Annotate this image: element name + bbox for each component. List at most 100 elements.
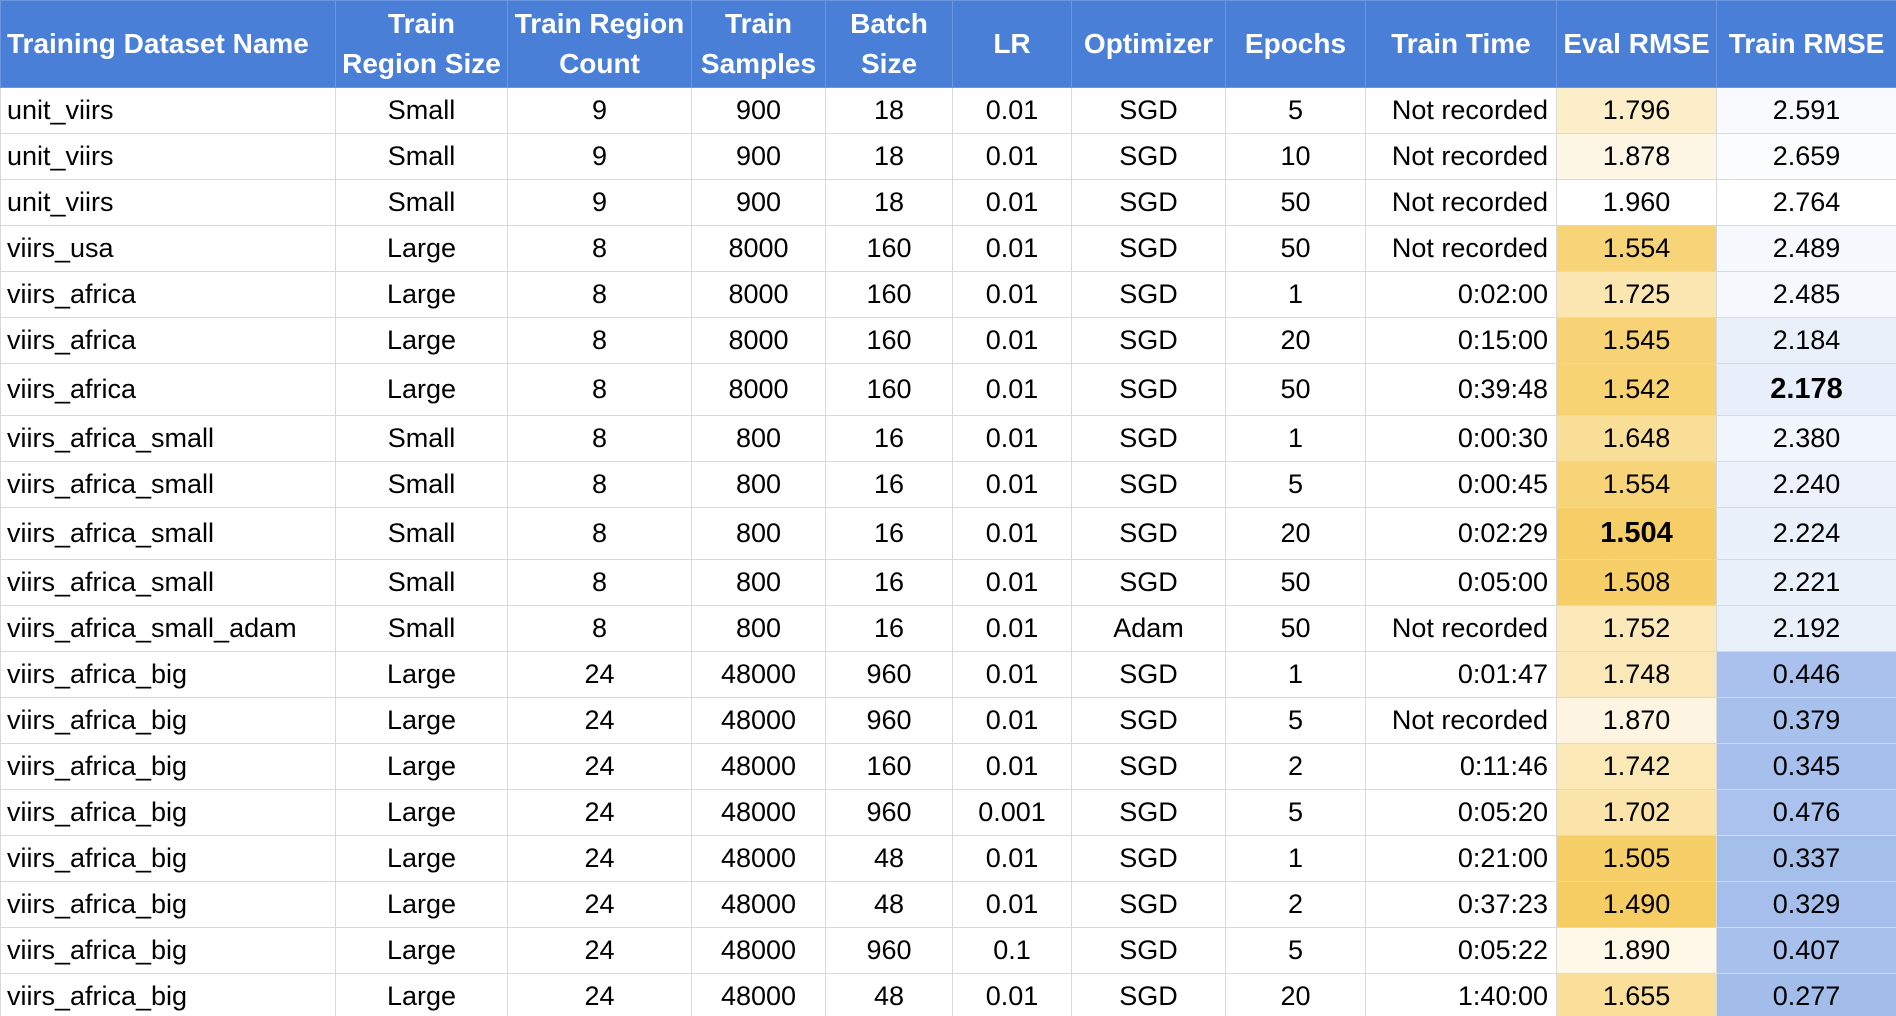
table-cell[interactable]: SGD xyxy=(1071,271,1226,318)
table-cell[interactable]: SGD xyxy=(1071,415,1226,462)
table-cell[interactable]: 0.407 xyxy=(1716,927,1896,974)
table-cell[interactable]: SGD xyxy=(1071,651,1226,698)
table-cell[interactable]: 0.01 xyxy=(952,225,1072,272)
table-cell[interactable]: 0:15:00 xyxy=(1365,317,1557,364)
table-cell[interactable]: 48000 xyxy=(691,835,826,882)
table-cell[interactable]: 0.01 xyxy=(952,835,1072,882)
table-cell[interactable]: 2.485 xyxy=(1716,271,1896,318)
col-header[interactable]: Train Samples xyxy=(691,0,826,88)
table-cell[interactable]: SGD xyxy=(1071,559,1226,606)
table-cell[interactable]: 8 xyxy=(507,415,692,462)
table-cell[interactable]: 0:05:22 xyxy=(1365,927,1557,974)
table-cell[interactable]: SGD xyxy=(1071,179,1226,226)
table-cell[interactable]: 16 xyxy=(825,559,953,606)
col-header[interactable]: Train Region Size xyxy=(335,0,508,88)
table-cell[interactable]: 1.504 xyxy=(1556,507,1717,560)
table-cell[interactable]: 20 xyxy=(1225,973,1366,1016)
table-cell[interactable]: 8000 xyxy=(691,317,826,364)
table-cell[interactable]: viirs_africa_big xyxy=(0,973,336,1016)
table-cell[interactable]: 0.01 xyxy=(952,87,1072,134)
table-cell[interactable]: Not recorded xyxy=(1365,605,1557,652)
table-cell[interactable]: Small xyxy=(335,507,508,560)
table-cell[interactable]: SGD xyxy=(1071,461,1226,508)
table-cell[interactable]: viirs_africa_big xyxy=(0,789,336,836)
table-cell[interactable]: 2.380 xyxy=(1716,415,1896,462)
table-cell[interactable]: 2.764 xyxy=(1716,179,1896,226)
col-header[interactable]: Train Time xyxy=(1365,0,1557,88)
table-cell[interactable]: 18 xyxy=(825,179,953,226)
table-cell[interactable]: 800 xyxy=(691,559,826,606)
table-cell[interactable]: 2.224 xyxy=(1716,507,1896,560)
table-cell[interactable]: 0.01 xyxy=(952,973,1072,1016)
table-cell[interactable]: 9 xyxy=(507,179,692,226)
table-cell[interactable]: 48 xyxy=(825,835,953,882)
table-cell[interactable]: viirs_africa_big xyxy=(0,835,336,882)
table-cell[interactable]: Adam xyxy=(1071,605,1226,652)
table-cell[interactable]: 0.01 xyxy=(952,743,1072,790)
table-cell[interactable]: 9 xyxy=(507,87,692,134)
table-cell[interactable]: 0:37:23 xyxy=(1365,881,1557,928)
table-cell[interactable]: 0.01 xyxy=(952,461,1072,508)
table-cell[interactable]: 0.01 xyxy=(952,651,1072,698)
table-cell[interactable]: 48000 xyxy=(691,973,826,1016)
table-cell[interactable]: 0.01 xyxy=(952,559,1072,606)
table-cell[interactable]: 24 xyxy=(507,697,692,744)
table-cell[interactable]: 1.702 xyxy=(1556,789,1717,836)
table-cell[interactable]: 0.446 xyxy=(1716,651,1896,698)
table-cell[interactable]: 16 xyxy=(825,461,953,508)
table-cell[interactable]: 0.001 xyxy=(952,789,1072,836)
table-cell[interactable]: 0.01 xyxy=(952,697,1072,744)
table-cell[interactable]: 8000 xyxy=(691,271,826,318)
table-cell[interactable]: viirs_usa xyxy=(0,225,336,272)
col-header[interactable]: Train RMSE xyxy=(1716,0,1896,88)
table-cell[interactable]: 0.01 xyxy=(952,179,1072,226)
table-cell[interactable]: viirs_africa_big xyxy=(0,881,336,928)
table-cell[interactable]: Not recorded xyxy=(1365,697,1557,744)
table-cell[interactable]: 0:39:48 xyxy=(1365,363,1557,416)
table-cell[interactable]: 160 xyxy=(825,317,953,364)
table-cell[interactable]: viirs_africa_big xyxy=(0,651,336,698)
table-cell[interactable]: 18 xyxy=(825,133,953,180)
table-cell[interactable]: 0:02:29 xyxy=(1365,507,1557,560)
table-cell[interactable]: 0.277 xyxy=(1716,973,1896,1016)
table-cell[interactable]: 5 xyxy=(1225,697,1366,744)
table-cell[interactable]: 0.01 xyxy=(952,415,1072,462)
table-cell[interactable]: 800 xyxy=(691,605,826,652)
table-cell[interactable]: 48000 xyxy=(691,697,826,744)
table-cell[interactable]: 1.545 xyxy=(1556,317,1717,364)
table-cell[interactable]: 1.870 xyxy=(1556,697,1717,744)
table-cell[interactable]: 8000 xyxy=(691,225,826,272)
table-cell[interactable]: 50 xyxy=(1225,179,1366,226)
table-cell[interactable]: 50 xyxy=(1225,363,1366,416)
table-cell[interactable]: 1.752 xyxy=(1556,605,1717,652)
col-header[interactable]: LR xyxy=(952,0,1072,88)
table-cell[interactable]: Large xyxy=(335,225,508,272)
table-cell[interactable]: viirs_africa xyxy=(0,271,336,318)
table-cell[interactable]: 2.489 xyxy=(1716,225,1896,272)
table-cell[interactable]: SGD xyxy=(1071,973,1226,1016)
table-cell[interactable]: 1.748 xyxy=(1556,651,1717,698)
table-cell[interactable]: Not recorded xyxy=(1365,87,1557,134)
table-cell[interactable]: 8 xyxy=(507,225,692,272)
table-cell[interactable]: viirs_africa_big xyxy=(0,697,336,744)
table-cell[interactable]: 1.655 xyxy=(1556,973,1717,1016)
table-cell[interactable]: unit_viirs xyxy=(0,133,336,180)
table-cell[interactable]: 1 xyxy=(1225,415,1366,462)
table-cell[interactable]: 2 xyxy=(1225,881,1366,928)
col-header[interactable]: Batch Size xyxy=(825,0,953,88)
table-cell[interactable]: 8000 xyxy=(691,363,826,416)
table-cell[interactable]: 960 xyxy=(825,651,953,698)
table-cell[interactable]: Large xyxy=(335,651,508,698)
table-cell[interactable]: unit_viirs xyxy=(0,179,336,226)
table-cell[interactable]: 24 xyxy=(507,743,692,790)
table-cell[interactable]: viirs_africa_big xyxy=(0,743,336,790)
table-cell[interactable]: Small xyxy=(335,133,508,180)
table-cell[interactable]: 2.240 xyxy=(1716,461,1896,508)
table-cell[interactable]: 8 xyxy=(507,559,692,606)
table-cell[interactable]: 0.476 xyxy=(1716,789,1896,836)
table-cell[interactable]: viirs_africa_small xyxy=(0,415,336,462)
table-cell[interactable]: viirs_africa_small xyxy=(0,461,336,508)
table-cell[interactable]: 0.01 xyxy=(952,507,1072,560)
table-cell[interactable]: SGD xyxy=(1071,317,1226,364)
table-cell[interactable]: Large xyxy=(335,271,508,318)
